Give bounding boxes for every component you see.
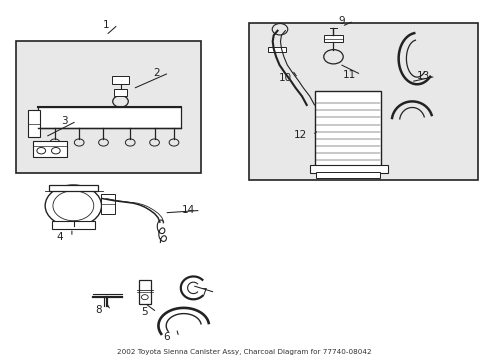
Bar xyxy=(101,194,115,214)
Text: 8: 8 xyxy=(95,305,102,315)
Text: 1: 1 xyxy=(102,19,109,30)
Bar xyxy=(323,35,343,42)
Text: 2: 2 xyxy=(153,68,160,78)
Bar xyxy=(309,165,387,173)
Bar xyxy=(49,185,98,192)
Text: 13: 13 xyxy=(416,71,429,81)
Bar xyxy=(16,41,201,173)
Text: 2002 Toyota Sienna Canister Assy, Charcoal Diagram for 77740-08042: 2002 Toyota Sienna Canister Assy, Charco… xyxy=(117,349,371,355)
Bar xyxy=(38,107,181,128)
Text: 6: 6 xyxy=(163,332,170,342)
Text: 5: 5 xyxy=(141,307,148,317)
Text: 3: 3 xyxy=(61,116,68,126)
Bar xyxy=(314,91,380,167)
Text: 11: 11 xyxy=(342,69,355,80)
Bar xyxy=(316,172,379,178)
Text: 7: 7 xyxy=(200,288,206,297)
Bar xyxy=(114,89,126,96)
Text: 12: 12 xyxy=(293,130,306,140)
Bar xyxy=(249,23,477,180)
Bar xyxy=(112,76,128,84)
Text: 14: 14 xyxy=(182,205,195,215)
Bar xyxy=(267,47,286,52)
Text: 9: 9 xyxy=(338,16,345,26)
Bar xyxy=(33,141,67,157)
Bar xyxy=(52,221,95,229)
Bar xyxy=(28,111,40,137)
Text: 4: 4 xyxy=(56,232,63,242)
Text: 10: 10 xyxy=(279,73,292,83)
Bar xyxy=(138,280,151,304)
